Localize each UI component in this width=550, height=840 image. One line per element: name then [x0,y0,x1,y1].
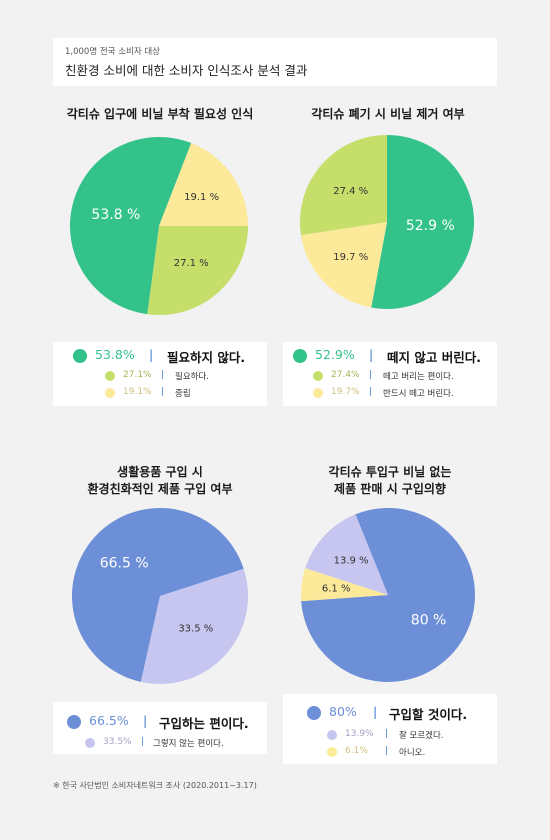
legend-sub-row: 6.1% | 아니오. [283,745,497,759]
legend-sub-row: 13.9% | 잘 모르겠다. [283,728,497,742]
chart-2-legend: 52.9% | 떼지 않고 버린다. 27.4% | 떼고 버리는 편이다. 1… [283,342,497,406]
footnote: ※ 한국 사단법인 소비자네트워크 조사 (2020.2011~3.17) [53,781,257,790]
pie-slice [301,508,475,682]
legend-separator: | [369,347,374,362]
pie-slice [159,143,248,226]
pie-data-label: 27.1 % [174,258,209,269]
pie-slice [72,508,244,682]
legend-main-row: 66.5% | 구입하는 편이다. [53,712,267,732]
pie-data-label: 6.1 % [322,584,351,595]
legend-swatch [327,730,337,740]
legend-value: 13.9% [345,729,374,739]
legend-separator: | [385,746,389,756]
pie-slice [70,136,192,315]
legend-value: 33.5% [103,737,132,747]
legend-value: 27.1% [123,370,152,380]
legend-label: 아니오. [399,748,426,758]
legend-main-row: 52.9% | 떼지 않고 버린다. [283,346,497,366]
legend-value: 6.1% [345,746,368,756]
legend-sub-row: 33.5% | 그렇지 않는 편이다. [53,736,267,750]
legend-swatch [67,715,81,729]
chart-1-legend: 53.8% | 필요하지 않다. 27.1% | 필요하다. 19.1% | 중… [53,342,267,406]
legend-swatch [73,349,87,363]
chart-4-title: 각티슈 투입구 비닐 없는 제품 판매 시 구입의향 [290,464,490,498]
legend-main-row: 53.8% | 필요하지 않다. [53,346,267,366]
chart-3-legend: 66.5% | 구입하는 편이다. 33.5% | 그렇지 않는 편이다. [53,702,267,754]
legend-separator: | [161,387,165,397]
legend-separator: | [141,737,145,747]
legend-value: 53.8% [95,347,135,362]
pie-slice [147,226,248,315]
legend-label: 구입하는 편이다. [159,716,249,731]
legend-separator: | [149,347,154,362]
legend-swatch [327,747,337,757]
pie-data-label: 13.9 % [334,556,369,567]
legend-separator: | [369,370,373,380]
legend-separator: | [161,370,165,380]
pie-data-label: 66.5 % [100,555,149,571]
legend-separator: | [143,713,148,728]
chart-4-title-line: 제품 판매 시 구입의향 [334,482,446,496]
pie-slice [140,568,249,684]
pie-data-label: 53.8 % [91,207,140,223]
legend-swatch [293,349,307,363]
legend-label: 필요하지 않다. [167,350,246,365]
legend-label: 필요하다. [175,372,209,382]
pie-slice [371,135,474,309]
legend-separator: | [373,704,378,719]
chart-4-legend: 80% | 구입할 것이다. 13.9% | 잘 모르겠다. 6.1% | 아니… [283,694,497,764]
chart-4-title-line: 각티슈 투입구 비닐 없는 [328,465,452,479]
legend-sub-row: 19.1% | 중립 [53,386,267,400]
pie-slice [301,568,388,602]
header-subtitle: 1,000명 전국 소비자 대상 [65,47,161,57]
chart-3-title-line: 생활용품 구입 시 [117,465,203,479]
pie-data-label: 19.1 % [184,192,219,203]
legend-label: 그렇지 않는 편이다. [153,739,224,749]
legend-main-row: 80% | 구입할 것이다. [283,703,497,723]
chart-3-title-line: 환경친화적인 제품 구입 여부 [87,482,233,496]
legend-sub-row: 27.4% | 떼고 버리는 편이다. [283,369,497,383]
legend-value: 27.4% [331,370,360,380]
legend-value: 80% [329,704,357,719]
legend-sub-row: 27.1% | 필요하다. [53,369,267,383]
legend-label: 구입할 것이다. [389,707,468,722]
legend-label: 떼고 버리는 편이다. [383,372,454,382]
legend-swatch [313,388,323,398]
pie-data-label: 19.7 % [333,252,368,263]
chart-1-pie: 53.8 % 27.1 % 19.1 % [70,136,248,315]
legend-label: 반드시 떼고 버린다. [383,389,454,399]
chart-3-title: 생활용품 구입 시 환경친화적인 제품 구입 여부 [60,464,260,498]
chart-4-pie: 80 % 13.9 % 6.1 % [301,508,475,682]
legend-swatch [307,706,321,720]
pie-data-label: 33.5 % [178,624,213,635]
pie-data-label: 80 % [411,612,447,628]
pie-slice [305,514,388,595]
legend-label: 중립 [175,389,191,399]
legend-sub-row: 19.7% | 반드시 떼고 버린다. [283,386,497,400]
chart-1-title: 각티슈 입구에 비닐 부착 필요성 인식 [66,107,254,121]
legend-separator: | [385,729,389,739]
legend-value: 66.5% [89,713,129,728]
legend-swatch [105,371,115,381]
header-box: 1,000명 전국 소비자 대상 친환경 소비에 대한 소비자 인식조사 분석 … [53,38,497,86]
chart-2-pie: 52.9 % 27.4 % 19.7 % [300,135,474,309]
legend-swatch [105,388,115,398]
header-title: 친환경 소비에 대한 소비자 인식조사 분석 결과 [65,63,308,78]
chart-2-title: 각티슈 폐기 시 비닐 제거 여부 [311,107,465,121]
pie-data-label: 52.9 % [406,218,455,234]
legend-value: 19.7% [331,387,360,397]
pie-slice [300,222,387,308]
legend-label: 떼지 않고 버린다. [387,350,481,365]
legend-label: 잘 모르겠다. [399,731,444,741]
legend-value: 19.1% [123,387,152,397]
legend-value: 52.9% [315,347,355,362]
pie-slice [300,135,387,236]
chart-3-pie: 66.5 % 33.5 % [72,508,249,684]
legend-swatch [85,738,95,748]
legend-separator: | [369,387,373,397]
pie-data-label: 27.4 % [333,186,368,197]
legend-swatch [313,371,323,381]
